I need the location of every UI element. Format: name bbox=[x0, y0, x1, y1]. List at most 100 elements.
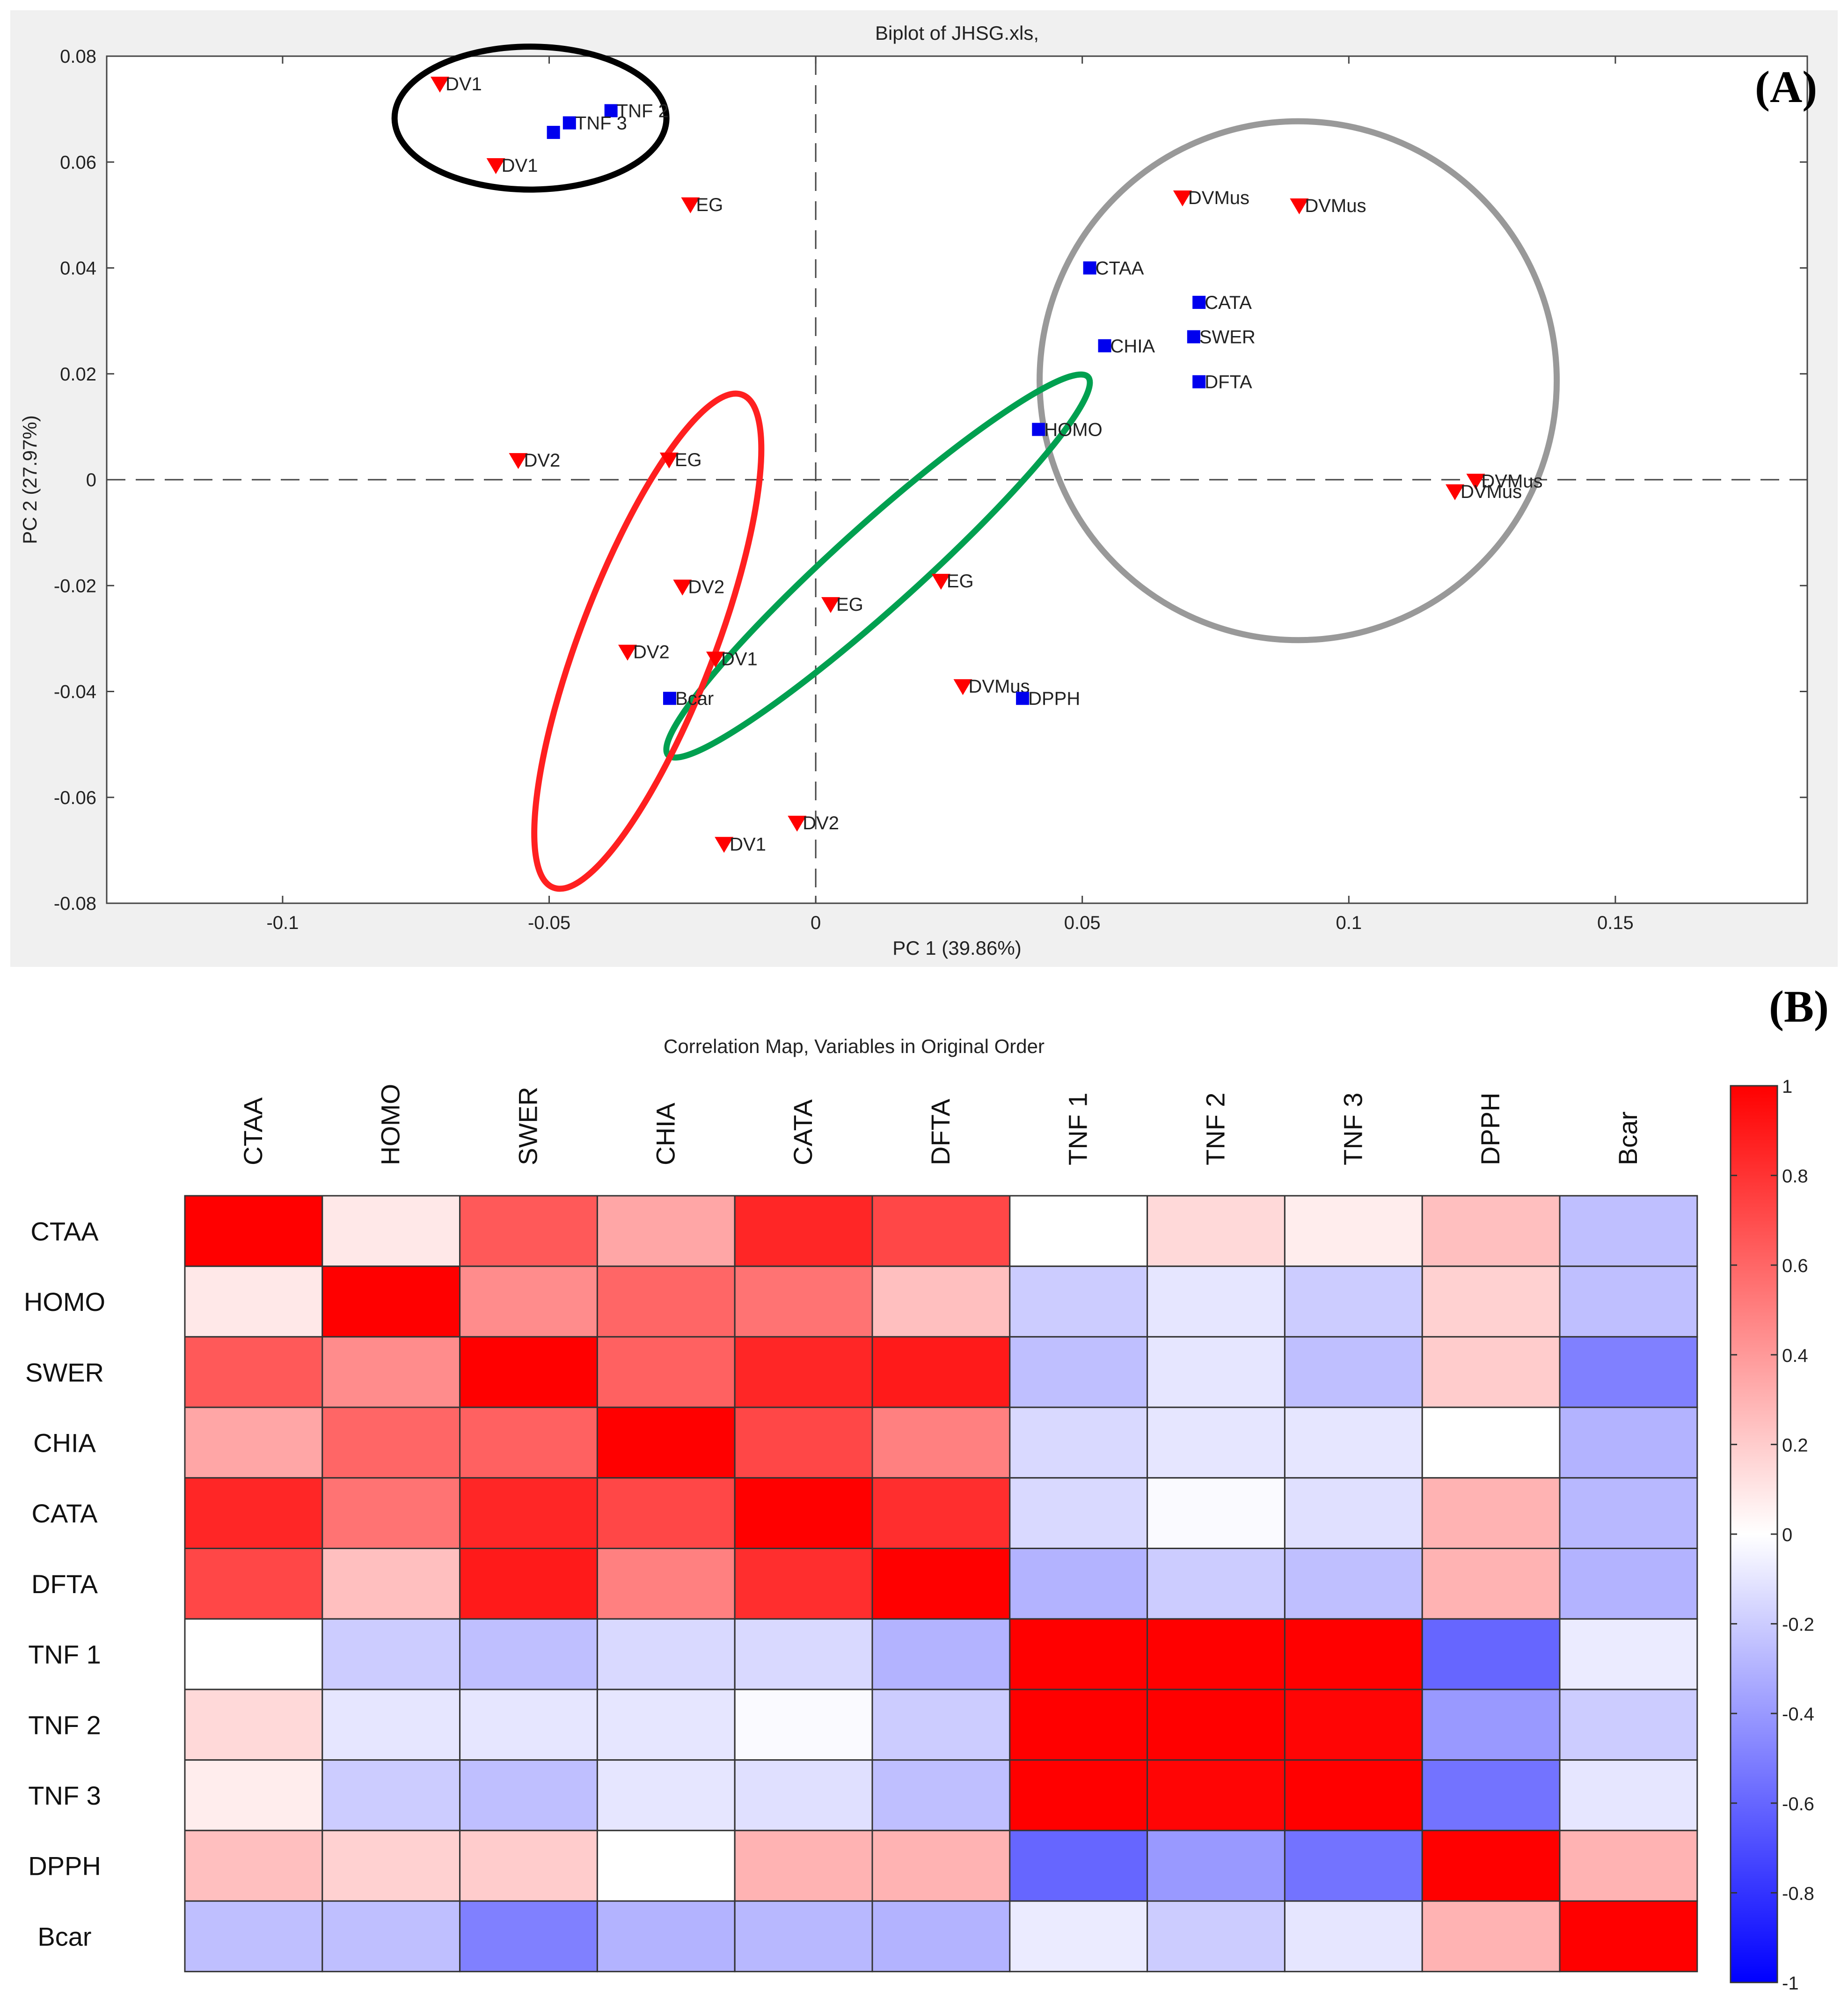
heatmap-column-label: DPPH bbox=[1475, 1092, 1505, 1165]
heatmap-cell bbox=[459, 1900, 598, 1973]
biplot-x-tick-label: 0.15 bbox=[1597, 913, 1634, 933]
heatmap-cell bbox=[184, 1195, 323, 1267]
heatmap-cell bbox=[184, 1618, 323, 1690]
heatmap-cell bbox=[459, 1195, 598, 1267]
heatmap-cell bbox=[871, 1406, 1011, 1479]
heatmap-cell bbox=[1284, 1336, 1423, 1408]
heatmap-row-label: TNF 1 bbox=[28, 1640, 101, 1669]
loading-marker bbox=[1032, 423, 1045, 436]
biplot-y-tick-label: -0.08 bbox=[54, 893, 96, 914]
heatmap-cell bbox=[871, 1689, 1011, 1761]
score-marker bbox=[1466, 474, 1485, 490]
colorbar-tick-label: -0.8 bbox=[1782, 1883, 1814, 1904]
heatmap-cell bbox=[871, 1759, 1011, 1831]
heatmap-cell bbox=[734, 1477, 873, 1550]
score-marker bbox=[1173, 190, 1192, 207]
score-marker bbox=[953, 679, 972, 695]
heatmap-cell bbox=[871, 1548, 1011, 1620]
heatmap-cell bbox=[321, 1689, 461, 1761]
colorbar-tick-label: -1 bbox=[1782, 1973, 1799, 1994]
colorbar-tick-label: 0 bbox=[1782, 1525, 1792, 1545]
heatmap-cell bbox=[1421, 1265, 1561, 1338]
loading-label: Bcar bbox=[675, 688, 714, 709]
heatmap-cell bbox=[596, 1195, 736, 1267]
biplot-y-axis-label: PC 2 (27.97%) bbox=[19, 415, 41, 544]
heatmap-cell bbox=[1147, 1829, 1286, 1902]
loading-marker bbox=[1098, 339, 1111, 352]
loading-label: CHIA bbox=[1110, 336, 1155, 357]
score-marker bbox=[706, 651, 725, 668]
heatmap-cell bbox=[1284, 1195, 1423, 1267]
heatmap-cell bbox=[1559, 1900, 1698, 1973]
heatmap-cell bbox=[459, 1759, 598, 1831]
heatmap-cell bbox=[1147, 1265, 1286, 1338]
biplot-x-tick-label: 0 bbox=[811, 913, 821, 933]
colorbar-tick-label: 1 bbox=[1782, 1076, 1792, 1097]
heatmap-row-label: CHIA bbox=[33, 1428, 96, 1457]
heatmap-cell bbox=[1009, 1548, 1148, 1620]
loading-marker bbox=[547, 125, 560, 139]
loading-label: DFTA bbox=[1205, 372, 1252, 393]
heatmap-cell bbox=[1284, 1618, 1423, 1690]
heatmap-cell bbox=[1559, 1195, 1698, 1267]
heatmap-row-label: TNF 3 bbox=[28, 1781, 101, 1810]
heatmap-cell bbox=[871, 1265, 1011, 1338]
loading-marker bbox=[663, 692, 676, 705]
score-marker bbox=[1445, 484, 1464, 500]
heatmap-cell bbox=[459, 1618, 598, 1690]
score-label: DV1 bbox=[502, 155, 538, 176]
score-label: DV2 bbox=[633, 642, 670, 663]
heatmap-cell bbox=[734, 1618, 873, 1690]
heatmap-cell bbox=[1559, 1265, 1698, 1338]
heatmap-cell bbox=[1147, 1900, 1286, 1973]
heatmap-row-label: Bcar bbox=[37, 1922, 91, 1951]
heatmap-cell bbox=[1421, 1195, 1561, 1267]
heatmap-cell bbox=[1284, 1829, 1423, 1902]
loading-marker bbox=[604, 104, 618, 117]
loading-label: CTAA bbox=[1096, 258, 1144, 279]
biplot-y-tick-label: 0.02 bbox=[60, 364, 96, 385]
heatmap-cell bbox=[1421, 1689, 1561, 1761]
colorbar bbox=[1730, 1085, 1778, 1983]
heatmap-cell bbox=[871, 1477, 1011, 1550]
loading-marker bbox=[1192, 375, 1206, 388]
biplot-x-tick-label: 0.1 bbox=[1336, 913, 1362, 933]
score-label: DVMus bbox=[1461, 482, 1522, 502]
heatmap-cell bbox=[1147, 1759, 1286, 1831]
heatmap-cell bbox=[459, 1829, 598, 1902]
heatmap-cell bbox=[1147, 1618, 1286, 1690]
heatmap-cell bbox=[184, 1477, 323, 1550]
heatmap-cell bbox=[596, 1477, 736, 1550]
heatmap-cell bbox=[321, 1759, 461, 1831]
heatmap-row-label: DFTA bbox=[31, 1569, 98, 1599]
biplot-y-tick-label: -0.06 bbox=[54, 788, 96, 808]
heatmap-cell bbox=[184, 1548, 323, 1620]
heatmap-column-label: CTAA bbox=[238, 1097, 268, 1165]
colorbar-tick-label: 0.6 bbox=[1782, 1256, 1808, 1276]
loading-label: DPPH bbox=[1028, 688, 1080, 709]
biplot-x-tick-label: 0.05 bbox=[1064, 913, 1101, 933]
score-marker bbox=[1290, 198, 1309, 215]
heatmap-cell bbox=[1559, 1759, 1698, 1831]
heatmap-cell bbox=[596, 1900, 736, 1973]
heatmap-cell bbox=[184, 1406, 323, 1479]
score-label: DVMus bbox=[1305, 196, 1366, 216]
group-ellipse bbox=[1037, 118, 1560, 644]
heatmap-cell bbox=[596, 1406, 736, 1479]
score-label: EG bbox=[947, 571, 974, 592]
score-label: DV2 bbox=[688, 577, 724, 598]
colorbar-tick-label: 0.2 bbox=[1782, 1435, 1808, 1455]
heatmap-cell bbox=[1009, 1406, 1148, 1479]
heatmap-cell bbox=[1421, 1336, 1561, 1408]
heatmap-cell bbox=[184, 1900, 323, 1973]
loading-marker bbox=[562, 116, 576, 130]
heatmap-cell bbox=[596, 1829, 736, 1902]
heatmap-cell bbox=[1284, 1689, 1423, 1761]
heatmap-cell bbox=[1421, 1406, 1561, 1479]
loading-label: CATA bbox=[1205, 293, 1252, 313]
heatmap-cell bbox=[1421, 1900, 1561, 1973]
heatmap-column-label: Bcar bbox=[1613, 1112, 1643, 1165]
heatmap-cell bbox=[1559, 1477, 1698, 1550]
